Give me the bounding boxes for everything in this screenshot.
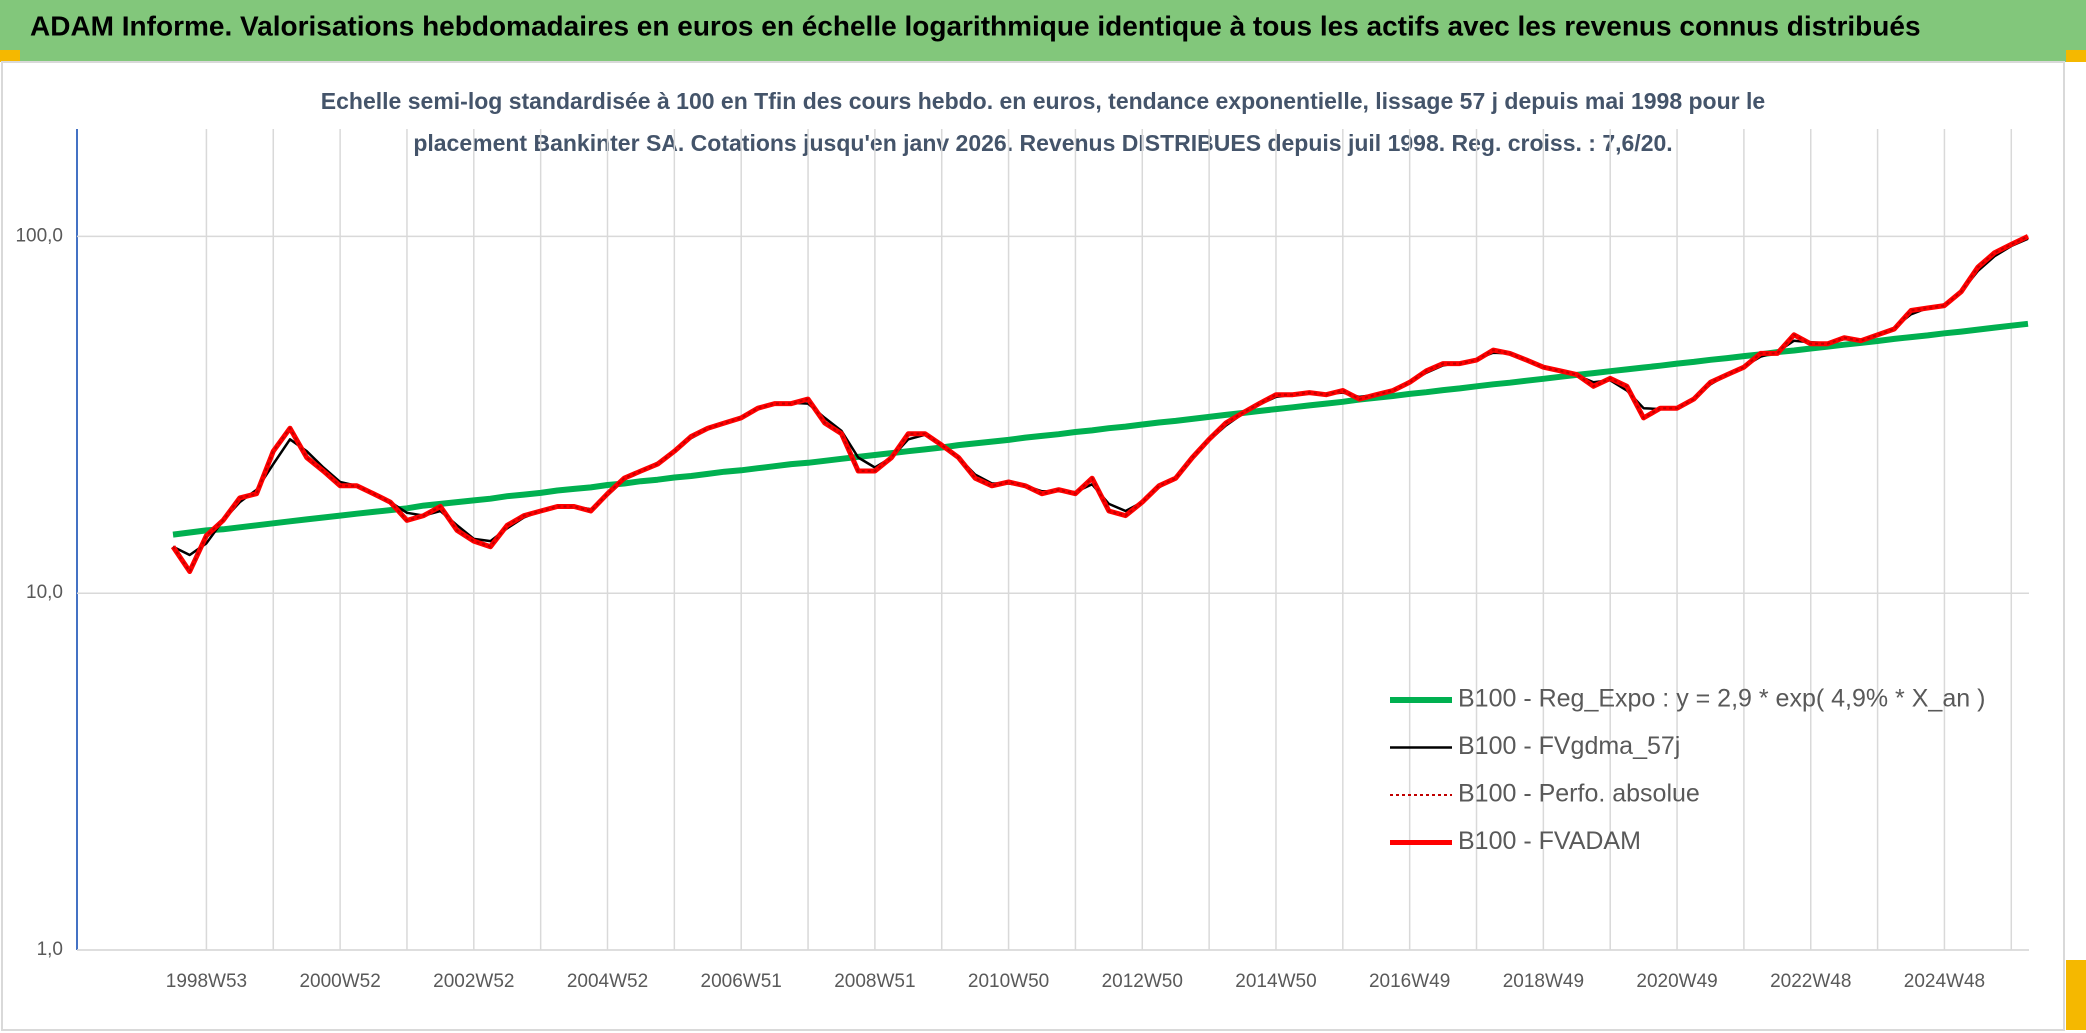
y-tick-label: 100,0	[15, 225, 63, 246]
x-tick-label: 2012W50	[1102, 971, 1183, 992]
x-tick-label: 2022W48	[1770, 971, 1851, 992]
grid	[77, 129, 2029, 951]
x-tick-label: 2002W52	[433, 971, 514, 992]
legend-label: B100 - Perfo. absolue	[1458, 780, 1700, 808]
header-bar	[0, 0, 2086, 62]
corner-mark	[0, 50, 20, 62]
series-line	[172, 235, 2029, 573]
x-tick-label: 2006W51	[701, 971, 782, 992]
corner-mark	[2066, 960, 2086, 1030]
x-tick-label: 2008W51	[834, 971, 915, 992]
legend-label: B100 - FVgdma_57j	[1458, 732, 1680, 760]
x-tick-label: 2010W50	[968, 971, 1049, 992]
legend-label: B100 - Reg_Expo : y = 2,9 * exp( 4,9% * …	[1458, 685, 1985, 713]
chart-subtitle: Echelle semi-log standardisée à 100 en T…	[321, 88, 1765, 114]
x-tick-label: 2024W48	[1904, 971, 1985, 992]
chart-frame	[1, 61, 2065, 1031]
y-tick-label: 10,0	[26, 582, 63, 603]
chart-subtitle: placement Bankinter SA. Cotations jusqu'…	[413, 130, 1672, 156]
x-tick-label: 2000W52	[299, 971, 380, 992]
chart-title: ADAM Informe. Valorisations hebdomadaire…	[30, 10, 1921, 41]
x-tick-label: 2004W52	[567, 971, 648, 992]
x-tick-label: 1998W53	[166, 971, 247, 992]
legend-label: B100 - FVADAM	[1458, 827, 1641, 855]
x-tick-label: 2018W49	[1503, 971, 1584, 992]
series-line	[172, 320, 2029, 538]
x-tick-label: 2014W50	[1235, 971, 1316, 992]
corner-mark	[2066, 50, 2086, 62]
y-tick-label: 1,0	[37, 939, 63, 960]
x-tick-label: 2020W49	[1636, 971, 1717, 992]
x-tick-label: 2016W49	[1369, 971, 1450, 992]
